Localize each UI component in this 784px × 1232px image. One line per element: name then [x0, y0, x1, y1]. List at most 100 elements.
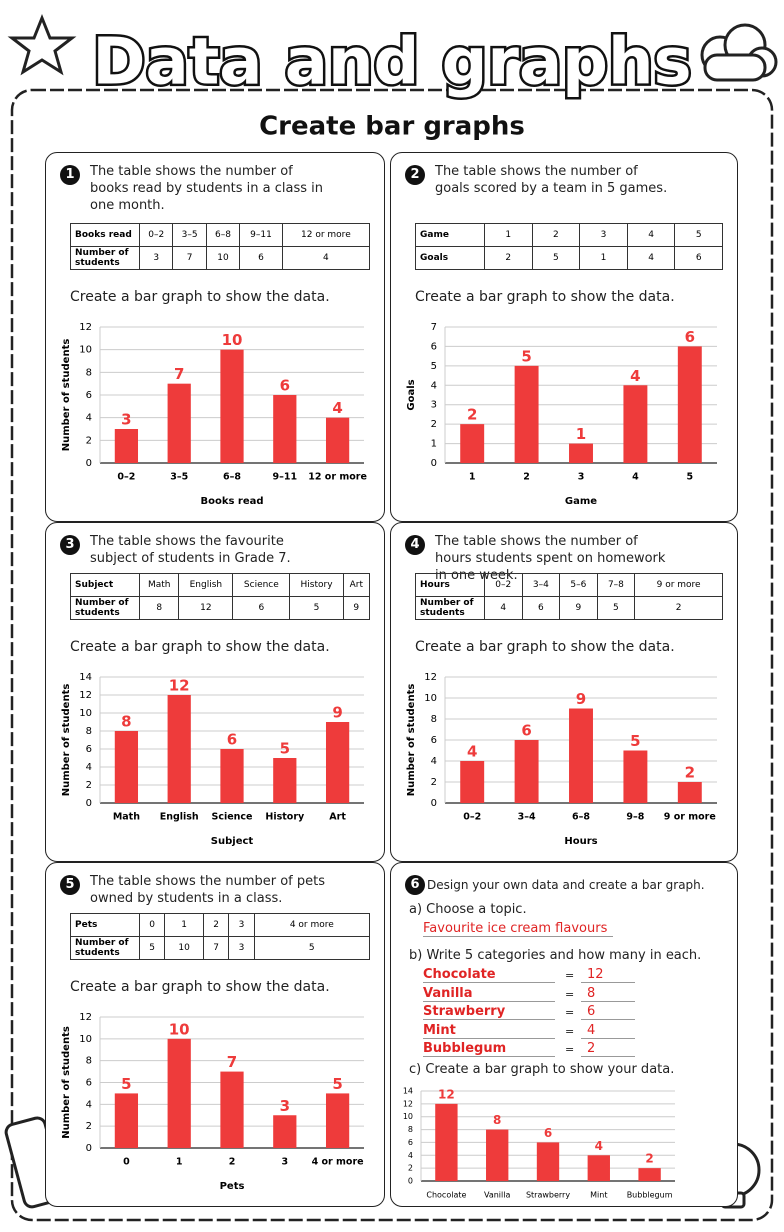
x-tick-label: Science [211, 812, 252, 823]
table-cell: 3 [228, 913, 255, 937]
y-tick-label: 5 [431, 361, 437, 372]
problem-text: The table shows the number of pets owned… [90, 874, 325, 906]
page-title: Data and graphs [92, 26, 691, 100]
count-entry: 4 [581, 1023, 635, 1039]
bar [587, 1155, 610, 1181]
value-label: 5 [630, 732, 640, 750]
problem-text: The table shows the favourite subject of… [90, 534, 291, 566]
y-tick-label: 10 [79, 345, 92, 356]
table-cell: 1 [484, 223, 533, 247]
value-label: 5 [521, 347, 531, 365]
value-label: 3 [280, 1097, 290, 1115]
bar [325, 1093, 350, 1148]
table-cell: 7 [172, 246, 207, 270]
y-tick-label: 12 [403, 1099, 413, 1108]
y-tick-label: 4 [86, 413, 92, 424]
table-cell: 1 [164, 913, 205, 937]
problem-panel: 2 The table shows the number of goals sco… [390, 152, 738, 522]
y-tick-label: 0 [86, 798, 92, 809]
table-row: Hours 0–2 3–4 5–6 7–8 9 or more [415, 573, 723, 597]
table-cell: 9 or more [634, 573, 723, 597]
y-tick-label: 6 [86, 1078, 92, 1089]
table-cell: English [178, 573, 234, 597]
y-axis-title: Number of students [406, 684, 417, 797]
table-cell: 6 [239, 246, 283, 270]
x-tick-label: 2 [229, 1157, 236, 1168]
count-entry: 8 [581, 986, 635, 1002]
x-tick-label: 3 [578, 472, 585, 483]
y-tick-label: 2 [408, 1164, 413, 1173]
y-tick-label: 8 [86, 726, 92, 737]
table-cell: 4 [626, 246, 676, 270]
bar-chart: 0 2 4 6 8 10 12 14 Math 8 English 12 Science 6 History… [61, 672, 364, 847]
value-label: 4 [467, 743, 477, 761]
y-tick-label: 6 [86, 390, 92, 401]
value-label: 9 [576, 690, 586, 708]
x-tick-label: 3–5 [170, 472, 188, 483]
x-tick-label: Art [329, 812, 346, 823]
x-tick-label: 4 or more [312, 1157, 364, 1168]
table-cell: 0 [138, 913, 166, 937]
problem-text: The table shows the number of books read… [90, 164, 324, 213]
equals-sign: = [565, 1043, 575, 1056]
y-tick-label: 4 [86, 1099, 92, 1110]
data-table: Hours 0–2 3–4 5–6 7–8 9 or more Number of stud… [415, 573, 723, 620]
y-tick-label: 8 [86, 1056, 92, 1067]
x-tick-label: Mint [590, 1191, 607, 1200]
bar [114, 1093, 139, 1148]
table-cell: 2 [203, 913, 230, 937]
table-cell: Number of students [70, 936, 140, 960]
bar [114, 731, 139, 803]
value-label: 8 [121, 713, 131, 731]
table-cell: Hours [415, 573, 485, 597]
table-cell: 3 [579, 223, 628, 247]
table-cell: Books read [70, 223, 140, 247]
x-axis-title: Hours [564, 836, 597, 847]
value-label: 12 [438, 1087, 455, 1101]
value-label: 9 [332, 704, 342, 722]
table-cell: Pets [70, 913, 140, 937]
y-tick-label: 2 [431, 777, 437, 788]
y-tick-label: 14 [79, 672, 92, 683]
x-tick-label: History [265, 812, 305, 823]
value-label: 10 [222, 331, 243, 349]
x-tick-label: 0–2 [463, 812, 481, 823]
table-cell: 12 or more [281, 223, 371, 247]
data-table: Subject Math English Science History Art Numbe… [70, 573, 371, 620]
problem-number: 2 [405, 165, 425, 185]
table-cell: History [289, 573, 344, 597]
y-tick-label: 7 [431, 322, 437, 333]
problem-number: 6 [405, 875, 425, 895]
y-tick-label: 0 [431, 458, 437, 469]
value-label: 5 [121, 1075, 131, 1093]
table-cell: 7–8 [596, 573, 636, 597]
table-cell: 12 [178, 596, 234, 620]
x-tick-label: 9 or more [664, 812, 716, 823]
x-tick-label: 3 [281, 1157, 288, 1168]
value-label: 4 [595, 1139, 603, 1153]
problem-number: 4 [405, 535, 425, 555]
equals-sign: = [565, 1006, 575, 1019]
x-tick-label: English [160, 812, 199, 823]
value-label: 3 [121, 411, 131, 429]
y-tick-label: 8 [431, 714, 437, 725]
bar [220, 1071, 244, 1148]
table-cell: 2 [484, 246, 533, 270]
equals-sign: = [565, 1024, 575, 1038]
table-cell: 7 [203, 936, 230, 960]
table-cell: 0–2 [484, 573, 523, 597]
bar [677, 346, 702, 463]
table-cell: 10 [164, 936, 205, 960]
table-cell: Art [342, 573, 371, 597]
table-cell: Number of students [415, 596, 485, 620]
problem-panel: 1 The table shows the number of books rea… [45, 152, 385, 522]
x-tick-label: 0–2 [117, 472, 135, 483]
problem-text: The table shows the number of hours stud… [435, 534, 666, 583]
cloud [700, 23, 778, 82]
table-cell: 5 [531, 246, 581, 270]
y-tick-label: 6 [86, 744, 92, 755]
table-cell: Science [232, 573, 291, 597]
value-label: 5 [280, 740, 290, 758]
y-axis-title: Goals [406, 379, 417, 410]
instruction: Create a bar graph to show the data. [415, 639, 675, 655]
